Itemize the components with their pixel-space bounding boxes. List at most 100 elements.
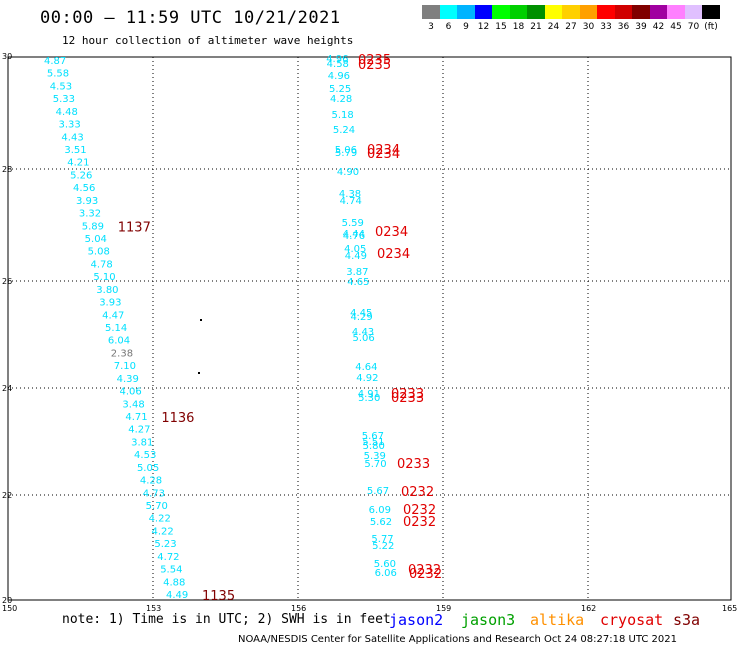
swh-label: 5.89 bbox=[82, 221, 104, 232]
swh-label: 4.05 bbox=[344, 244, 366, 255]
map-frame bbox=[7, 56, 732, 601]
swh-label: 4.96 bbox=[328, 71, 350, 82]
colorbar-swatch bbox=[439, 5, 457, 19]
swh-label: 5.08 bbox=[88, 247, 110, 258]
swh-label: 4.39 bbox=[117, 374, 139, 385]
swh-label: 6.06 bbox=[375, 568, 397, 579]
swh-label: 4.21 bbox=[67, 158, 89, 169]
colorbar-label: 21 bbox=[530, 22, 542, 32]
colorbar-swatch bbox=[527, 5, 545, 19]
swh-label: 4.44 bbox=[343, 229, 365, 240]
time-label: 1137 bbox=[118, 220, 151, 235]
swh-label: 5.10 bbox=[93, 272, 115, 283]
swh-label: 5.30 bbox=[358, 393, 380, 404]
legend-jason3: jason3 bbox=[461, 611, 516, 629]
swh-label: 5.70 bbox=[364, 459, 386, 470]
colorbar-swatch bbox=[457, 5, 475, 19]
page-title: 00:00 – 11:59 UTC 10/21/2021 bbox=[40, 8, 341, 28]
swh-label: 5.51 bbox=[362, 437, 384, 448]
time-label: 0234 bbox=[375, 225, 408, 240]
colorbar-label: 33 bbox=[600, 22, 612, 32]
swh-label: 4.65 bbox=[347, 277, 369, 288]
swh-label: 4.38 bbox=[339, 189, 361, 200]
colorbar-label: (ft) bbox=[704, 22, 718, 32]
colorbar-label: 9 bbox=[463, 22, 469, 32]
swh-label: 4.29 bbox=[351, 312, 373, 323]
credit-line: NOAA/NESDIS Center for Satellite Applica… bbox=[238, 634, 677, 645]
swh-label: 3.93 bbox=[76, 196, 98, 207]
swh-label: 4.53 bbox=[50, 81, 72, 92]
swh-label: 4.92 bbox=[356, 373, 378, 384]
time-label: 0232 bbox=[409, 567, 442, 582]
swh-label: 4.91 bbox=[358, 389, 380, 400]
swh-label: 5.67 bbox=[362, 431, 384, 442]
swh-label: 5.14 bbox=[105, 323, 127, 334]
swh-label: 4.76 bbox=[343, 231, 365, 242]
swh-label: 4.56 bbox=[73, 183, 95, 194]
swh-label: 4.71 bbox=[125, 412, 147, 423]
swh-label: 5.22 bbox=[372, 541, 394, 552]
swh-label: 4.64 bbox=[355, 362, 377, 373]
swh-label: 5.70 bbox=[146, 501, 168, 512]
swh-label: 4.88 bbox=[163, 577, 185, 588]
swh-label: 4.73 bbox=[143, 488, 165, 499]
colorbar-swatch bbox=[667, 5, 685, 19]
time-label: 0233 bbox=[397, 457, 430, 472]
colorbar-swatch bbox=[492, 5, 510, 19]
legend-cryosat: cryosat bbox=[600, 611, 664, 629]
lon-tick-label: 159 bbox=[436, 604, 451, 613]
swh-label: 5.62 bbox=[370, 517, 392, 528]
swh-label: 4.78 bbox=[90, 259, 112, 270]
swh-label: 3.81 bbox=[131, 437, 153, 448]
swh-label: 3.93 bbox=[99, 298, 121, 309]
swh-label: 3.32 bbox=[79, 209, 101, 220]
swh-label: 5.39 bbox=[364, 451, 386, 462]
data-dot bbox=[198, 372, 200, 374]
swh-label: 4.72 bbox=[157, 552, 179, 563]
lat-tick-label: 22 bbox=[2, 491, 12, 500]
lat-tick-label: 24 bbox=[2, 384, 12, 393]
lon-tick-label: 156 bbox=[291, 604, 306, 613]
swh-label: 4.96 bbox=[326, 54, 348, 65]
swh-label: 5.77 bbox=[371, 534, 393, 545]
swh-label: 5.04 bbox=[85, 234, 107, 245]
lon-tick-label: 165 bbox=[722, 604, 737, 613]
lat-tick-label: 30 bbox=[2, 52, 12, 61]
colorbar-swatch bbox=[632, 5, 650, 19]
swh-label: 5.79 bbox=[335, 148, 357, 159]
legend-altika: altika bbox=[530, 611, 585, 629]
swh-label: 5.80 bbox=[363, 441, 385, 452]
colorbar-label: 42 bbox=[652, 22, 665, 32]
time-label: 0232 bbox=[401, 485, 434, 500]
swh-label: 4.90 bbox=[337, 167, 359, 178]
colorbar-label: 18 bbox=[512, 22, 525, 32]
swh-label: 3.48 bbox=[122, 399, 144, 410]
colorbar-label: 30 bbox=[582, 22, 595, 32]
swh-label: 4.48 bbox=[56, 107, 78, 118]
swh-label: 5.05 bbox=[137, 463, 159, 474]
swh-label: 3.33 bbox=[59, 120, 81, 131]
footnote: note: 1) Time is in UTC; 2) SWH is in fe… bbox=[62, 612, 391, 627]
colorbar-label: 70 bbox=[687, 22, 700, 32]
swh-label: 5.58 bbox=[47, 69, 69, 80]
swh-label: 4.47 bbox=[102, 310, 124, 321]
colorbar-swatch bbox=[614, 5, 632, 19]
lon-tick-label: 153 bbox=[146, 604, 161, 613]
time-label: 0232 bbox=[403, 503, 436, 518]
swh-label: 4.22 bbox=[149, 514, 171, 525]
swh-label: 3.80 bbox=[96, 285, 118, 296]
colorbar-label: 6 bbox=[445, 22, 452, 32]
lon-tick-label: 162 bbox=[581, 604, 596, 613]
colorbar-swatch bbox=[544, 5, 562, 19]
time-label: 0234 bbox=[367, 143, 400, 158]
time-label: 0233 bbox=[391, 387, 424, 402]
swh-label: 6.04 bbox=[108, 336, 130, 347]
swh-label: 4.27 bbox=[128, 425, 150, 436]
lat-tick-label: 26 bbox=[2, 277, 12, 286]
time-label: 0235 bbox=[358, 58, 391, 73]
swh-label: 5.59 bbox=[342, 218, 364, 229]
time-label: 0234 bbox=[367, 147, 400, 162]
swh-label: 3.87 bbox=[346, 267, 368, 278]
swh-label: 7.10 bbox=[114, 361, 136, 372]
